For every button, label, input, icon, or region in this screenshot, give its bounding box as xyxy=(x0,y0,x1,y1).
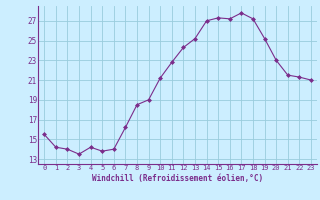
X-axis label: Windchill (Refroidissement éolien,°C): Windchill (Refroidissement éolien,°C) xyxy=(92,174,263,183)
